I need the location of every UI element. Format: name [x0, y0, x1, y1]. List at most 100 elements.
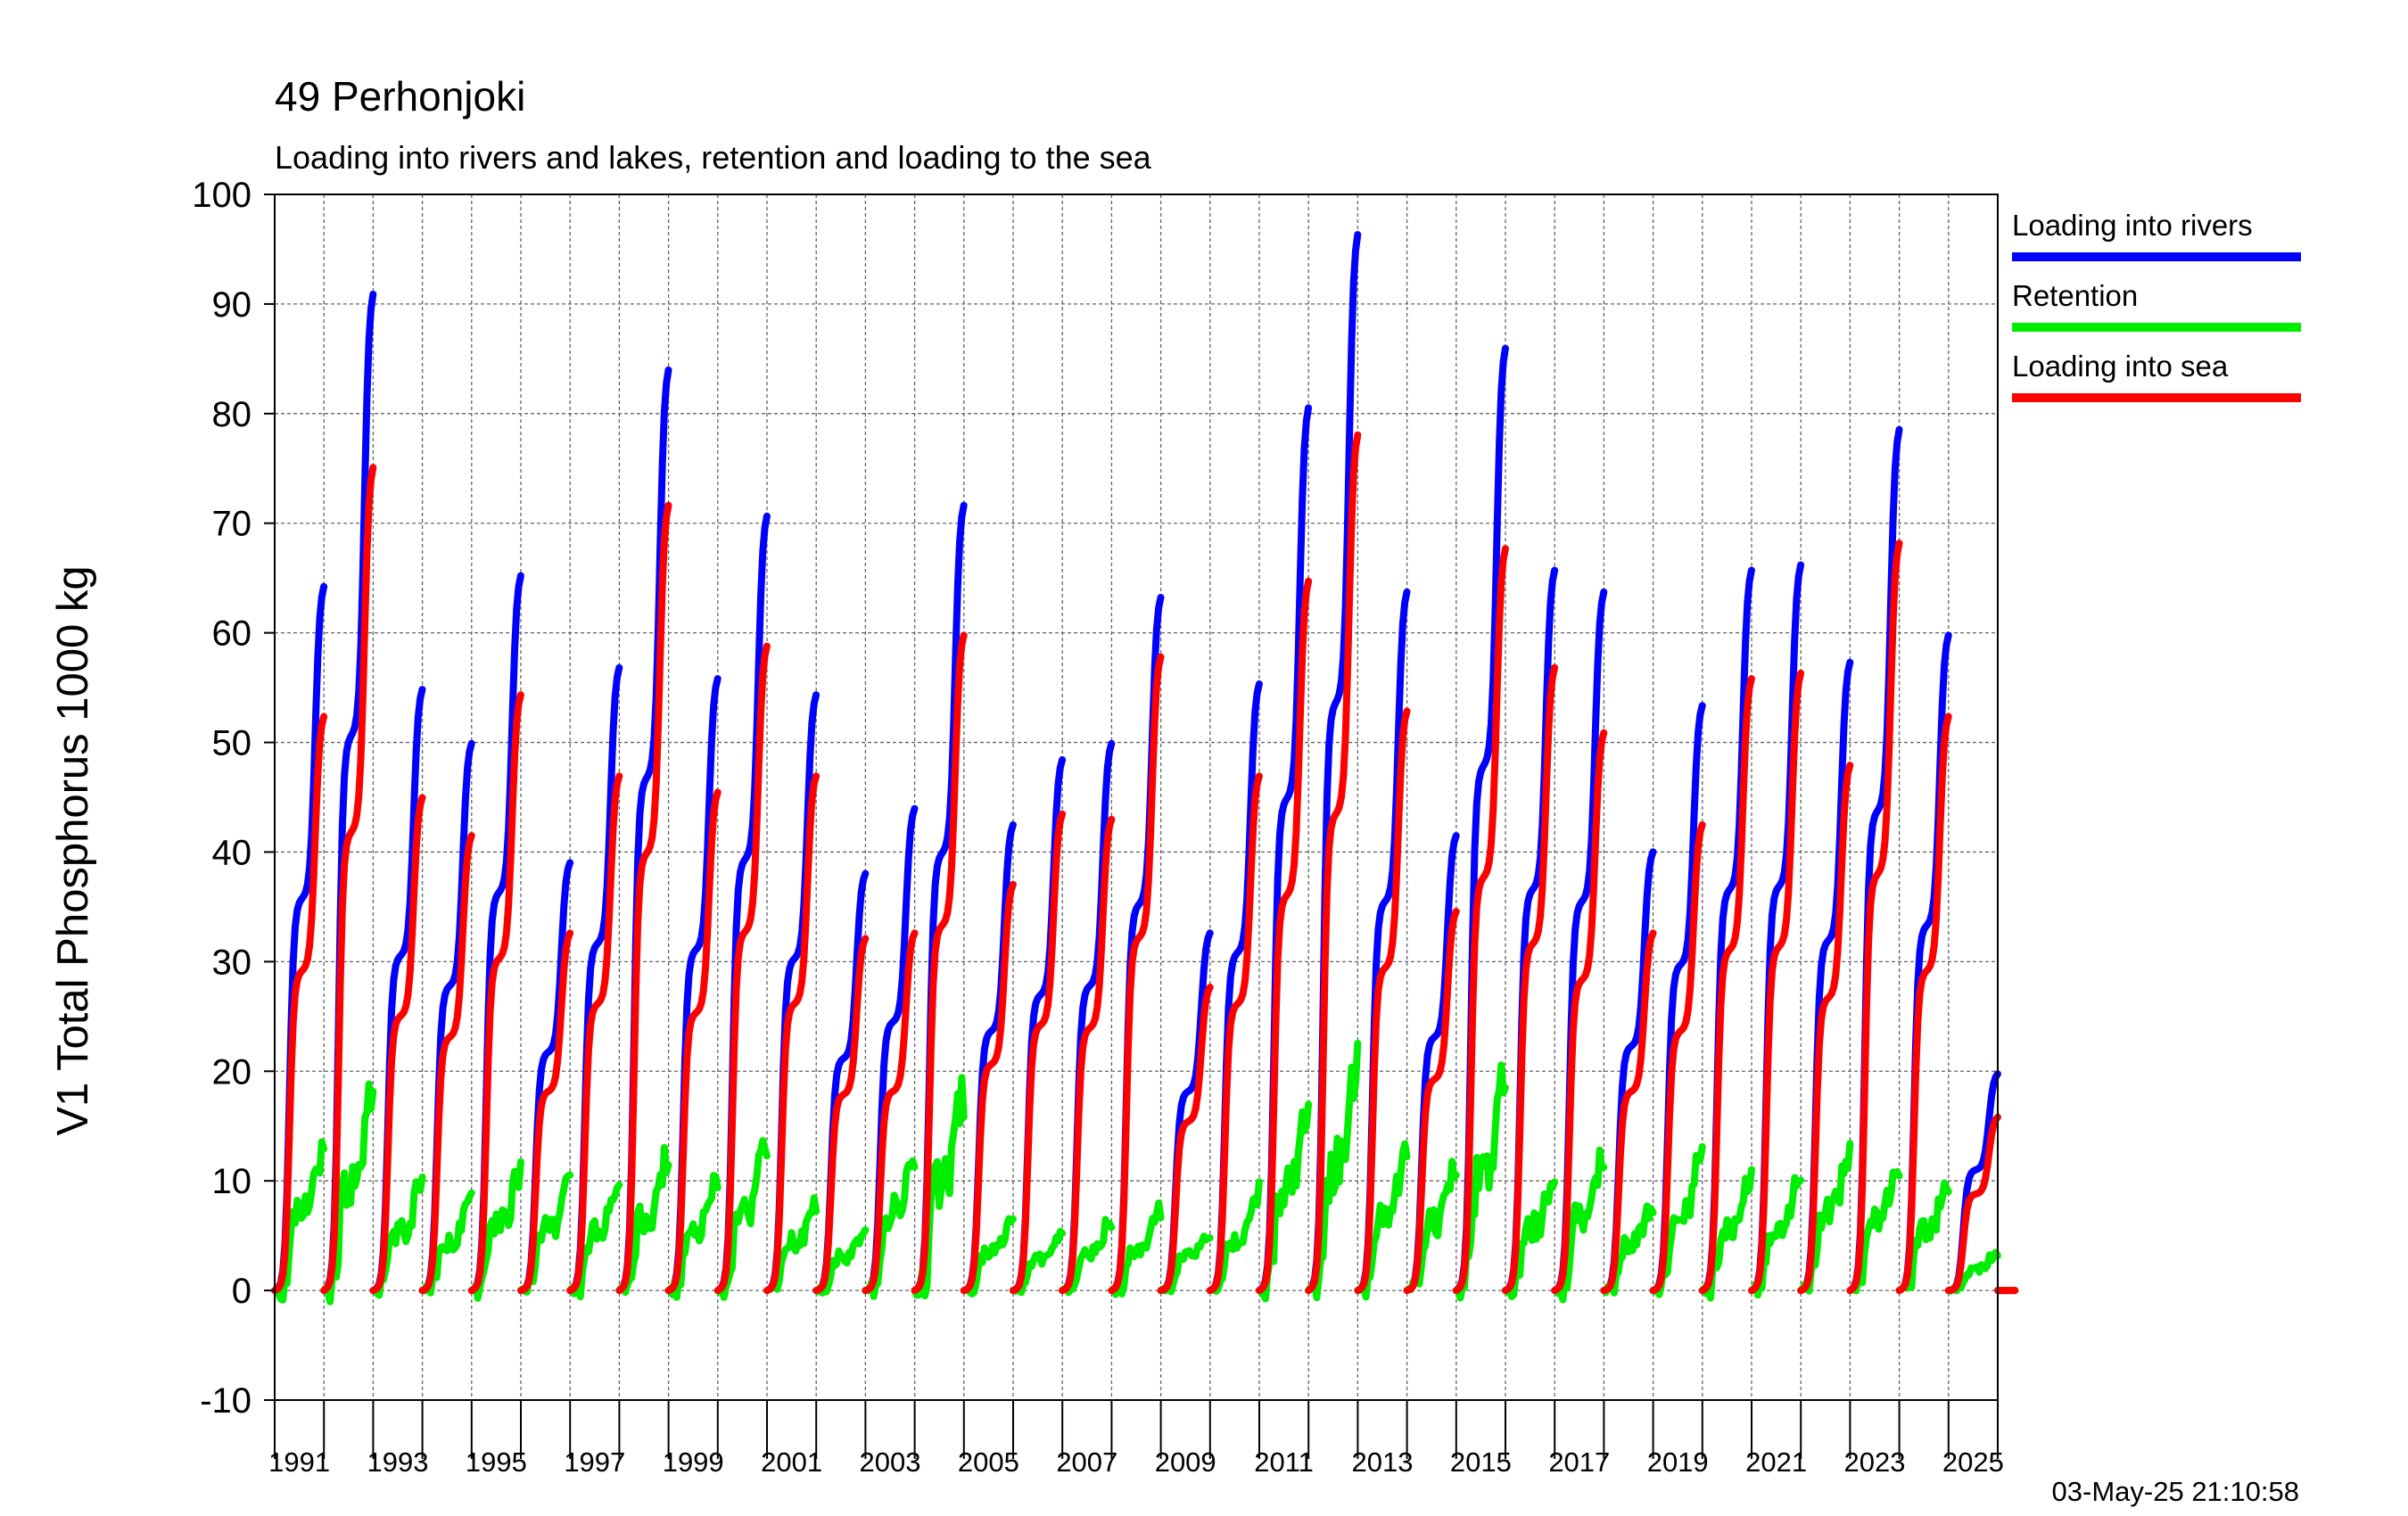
y-tick-label: 40	[212, 833, 252, 872]
series-line-retention	[1452, 1061, 1509, 1302]
series-line-sea	[1846, 540, 1903, 1295]
series-line-sea	[1206, 772, 1263, 1295]
series-line-sea	[566, 772, 623, 1295]
series-line-sea	[960, 880, 1017, 1295]
series-lines	[271, 231, 2019, 1306]
series-line-sea	[1797, 762, 1854, 1295]
y-tick-label: -10	[200, 1381, 252, 1421]
series-line-sea	[1354, 707, 1411, 1295]
series-line-sea	[1157, 984, 1214, 1295]
x-tick-label: 2023	[1844, 1446, 1906, 1478]
series-line-sea	[1600, 929, 1657, 1295]
series-line-sea	[1256, 577, 1313, 1295]
series-line-retention	[664, 1172, 722, 1301]
series-line-rivers	[1649, 702, 1706, 1295]
series-line-rivers	[271, 582, 328, 1295]
series-line-sea	[911, 631, 968, 1295]
legend-label-rivers: Loading into rivers	[2012, 209, 2253, 242]
series-line-retention	[418, 1189, 475, 1297]
series-line-rivers	[1846, 425, 1903, 1295]
legend: Loading into rivers Retention Loading in…	[2012, 209, 2301, 402]
series-line-sea	[1305, 431, 1362, 1295]
series-line-sea	[763, 772, 821, 1295]
x-tick-label: 2019	[1647, 1446, 1709, 1478]
series-line-sea	[1649, 820, 1706, 1295]
x-tick-label: 1997	[564, 1446, 625, 1478]
x-tick-label: 2001	[761, 1446, 822, 1478]
series-line-sea	[1403, 908, 1460, 1295]
legend-label-retention: Retention	[2012, 279, 2138, 312]
series-line-sea	[1502, 663, 1559, 1295]
series-line-sea	[1059, 815, 1116, 1295]
grid	[275, 194, 1998, 1400]
series-line-retention	[1206, 1178, 1263, 1295]
series-line-sea	[369, 794, 426, 1295]
chart-subtitle: Loading into rivers and lakes, retention…	[275, 139, 1152, 176]
series-line-sea	[1010, 810, 1067, 1295]
y-tick-label: 50	[212, 724, 252, 763]
y-tick-label: 70	[212, 505, 252, 544]
series-line-rivers	[763, 691, 821, 1295]
x-tick-label: 2021	[1745, 1446, 1807, 1478]
y-tick-label: 0	[232, 1272, 252, 1311]
x-tick-label: 1993	[367, 1446, 429, 1478]
x-tick-label: 2003	[860, 1446, 921, 1478]
series-line-retention	[1551, 1146, 1608, 1304]
y-tick-label: 80	[212, 395, 252, 434]
series-line-sea	[1698, 675, 1755, 1295]
series-line-retention	[960, 1215, 1017, 1298]
x-tick-label: 1991	[268, 1446, 330, 1478]
x-tick-label: 1995	[466, 1446, 527, 1478]
series-line-retention	[1698, 1166, 1755, 1302]
x-tick-label: 2017	[1548, 1446, 1610, 1478]
series-line-retention	[862, 1157, 919, 1300]
series-line-sea	[862, 929, 919, 1295]
series-line-sea	[517, 929, 574, 1295]
y-tick-label: 100	[192, 176, 252, 215]
series-line-sea	[664, 788, 722, 1295]
series-line-sea	[467, 691, 524, 1295]
legend-label-sea: Loading into sea	[2012, 350, 2229, 383]
series-line-rivers	[812, 869, 870, 1295]
y-tick-label: 10	[212, 1162, 252, 1201]
y-tick-label: 20	[212, 1052, 252, 1092]
series-line-sea	[615, 501, 672, 1295]
series-line-sea	[1748, 669, 1805, 1295]
axes: -10 0 10 20 30 40 50 60 70 80 90 100 1991 1993 1995 199…	[192, 176, 2004, 1478]
series-line-retention	[1305, 1040, 1362, 1302]
plot-frame	[274, 194, 1999, 1401]
series-line-rivers	[1452, 344, 1509, 1295]
series-line-retention	[1895, 1179, 1952, 1295]
series-line-retention	[1797, 1140, 1854, 1295]
x-tick-label: 2007	[1056, 1446, 1117, 1478]
series-line-sea	[418, 832, 475, 1295]
series-line-sea	[713, 642, 771, 1295]
series-line-rivers	[1502, 566, 1559, 1295]
series-line-retention	[1502, 1178, 1559, 1301]
series-line-sea	[320, 464, 377, 1295]
series-line-sea	[1452, 545, 1509, 1295]
series-line-sea	[1895, 713, 1952, 1295]
x-tick-label: 1999	[663, 1446, 724, 1478]
y-axis-label: V1 Total Phosphorus 1000 kg	[49, 565, 97, 1135]
series-line-retention	[1010, 1227, 1067, 1297]
series-line-rivers	[1059, 739, 1116, 1295]
x-tick-label: 2005	[958, 1446, 1019, 1478]
y-tick-label: 30	[212, 943, 252, 982]
x-tick-label: 2025	[1942, 1446, 2004, 1478]
y-tick-label: 90	[212, 285, 252, 325]
timestamp: 03-May-25 21:10:58	[2052, 1476, 2299, 1507]
series-line-sea	[1108, 653, 1165, 1295]
x-tick-label: 2013	[1352, 1446, 1414, 1478]
series-line-retention	[1354, 1140, 1411, 1301]
y-tick-label: 60	[212, 614, 252, 654]
series-line-retention	[271, 1138, 328, 1304]
series-line-sea	[271, 713, 328, 1295]
x-tick-label: 2009	[1155, 1446, 1216, 1478]
chart-title: 49 Perhonjoki	[275, 73, 525, 119]
x-tick-label: 2011	[1254, 1446, 1314, 1478]
series-line-sea	[812, 935, 870, 1295]
x-tick-label: 2015	[1450, 1446, 1512, 1478]
series-line-sea	[1551, 729, 1608, 1295]
